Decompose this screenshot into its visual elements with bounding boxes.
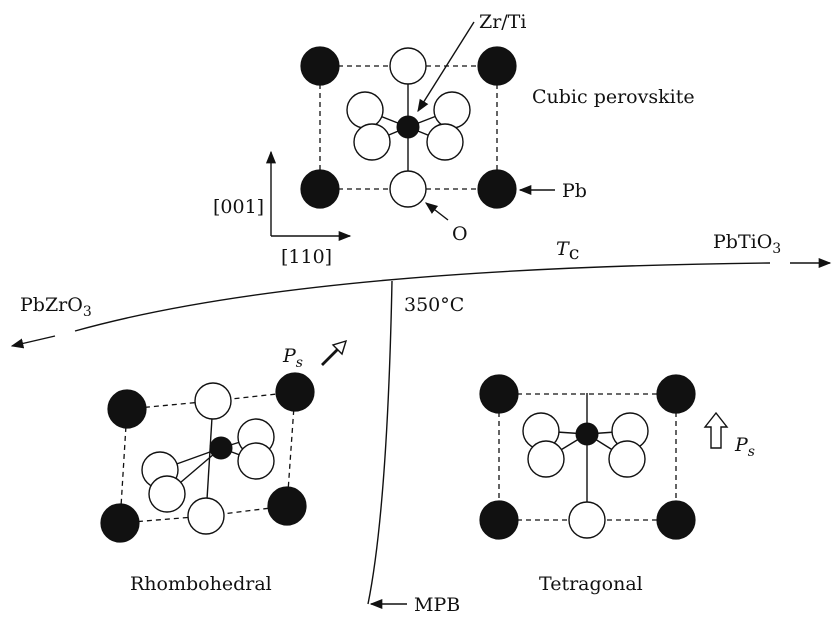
axis-001-label: [001]	[213, 196, 264, 218]
temperature-label: 350°C	[404, 294, 464, 316]
o-atom	[608, 440, 646, 478]
pb-atom	[267, 486, 307, 526]
cubic-cell	[300, 46, 517, 209]
zr-ti-atom	[396, 115, 420, 139]
pb-atom	[300, 169, 340, 209]
o-atom	[568, 501, 606, 539]
tetragonal-polarization-arrow	[703, 411, 729, 449]
pbzro3-direction-arrow	[10, 335, 56, 349]
o-pointer-arrow	[425, 202, 449, 221]
tetragonal-ps-label: Ps	[734, 434, 755, 460]
zr-ti-atom	[209, 436, 233, 460]
pbzro3-label: PbZrO3	[20, 294, 92, 320]
zr-ti-atom	[575, 422, 599, 446]
pb-atom	[656, 374, 696, 414]
o-atom	[187, 497, 225, 535]
pb-label: Pb	[562, 180, 587, 202]
pb-atom	[479, 374, 519, 414]
tc-label: Tc	[556, 238, 579, 264]
crystal-axes: [001] [110]	[213, 150, 352, 268]
cubic-perovskite-label: Cubic perovskite	[532, 86, 695, 108]
rhombohedral-label: Rhombohedral	[130, 573, 272, 595]
tc-curve	[74, 262, 771, 332]
o-atom	[237, 442, 275, 480]
mpb-curve	[367, 280, 393, 605]
rhombohedral-ps-label: Ps	[282, 345, 303, 371]
o-atom	[433, 91, 471, 129]
o-atom	[426, 123, 464, 161]
mpb-label: MPB	[414, 594, 460, 616]
o-label: O	[452, 223, 468, 245]
o-atom	[389, 170, 427, 208]
o-atom	[148, 475, 186, 513]
rhombohedral-polarization-arrow	[321, 339, 348, 366]
zr-ti-pointer-arrow	[417, 21, 475, 113]
pb-atom	[477, 46, 517, 86]
pb-atom	[656, 500, 696, 540]
axis-110-label: [110]	[281, 246, 332, 268]
pb-atom	[300, 46, 340, 86]
pb-atom	[479, 500, 519, 540]
pb-atom	[275, 372, 315, 412]
pb-atom	[100, 503, 140, 543]
pb-atom	[107, 389, 147, 429]
o-atom	[346, 91, 384, 129]
o-atom	[389, 47, 427, 85]
tetragonal-label: Tetragonal	[539, 573, 643, 595]
zr-ti-label: Zr/Ti	[479, 11, 526, 33]
pb-atom	[477, 169, 517, 209]
pbtio3-label: PbTiO3	[713, 231, 781, 257]
rhombohedral-cell	[100, 372, 315, 543]
o-atom	[353, 123, 391, 161]
o-atom	[194, 382, 232, 420]
o-atom	[527, 440, 565, 478]
tetragonal-cell	[479, 374, 696, 540]
